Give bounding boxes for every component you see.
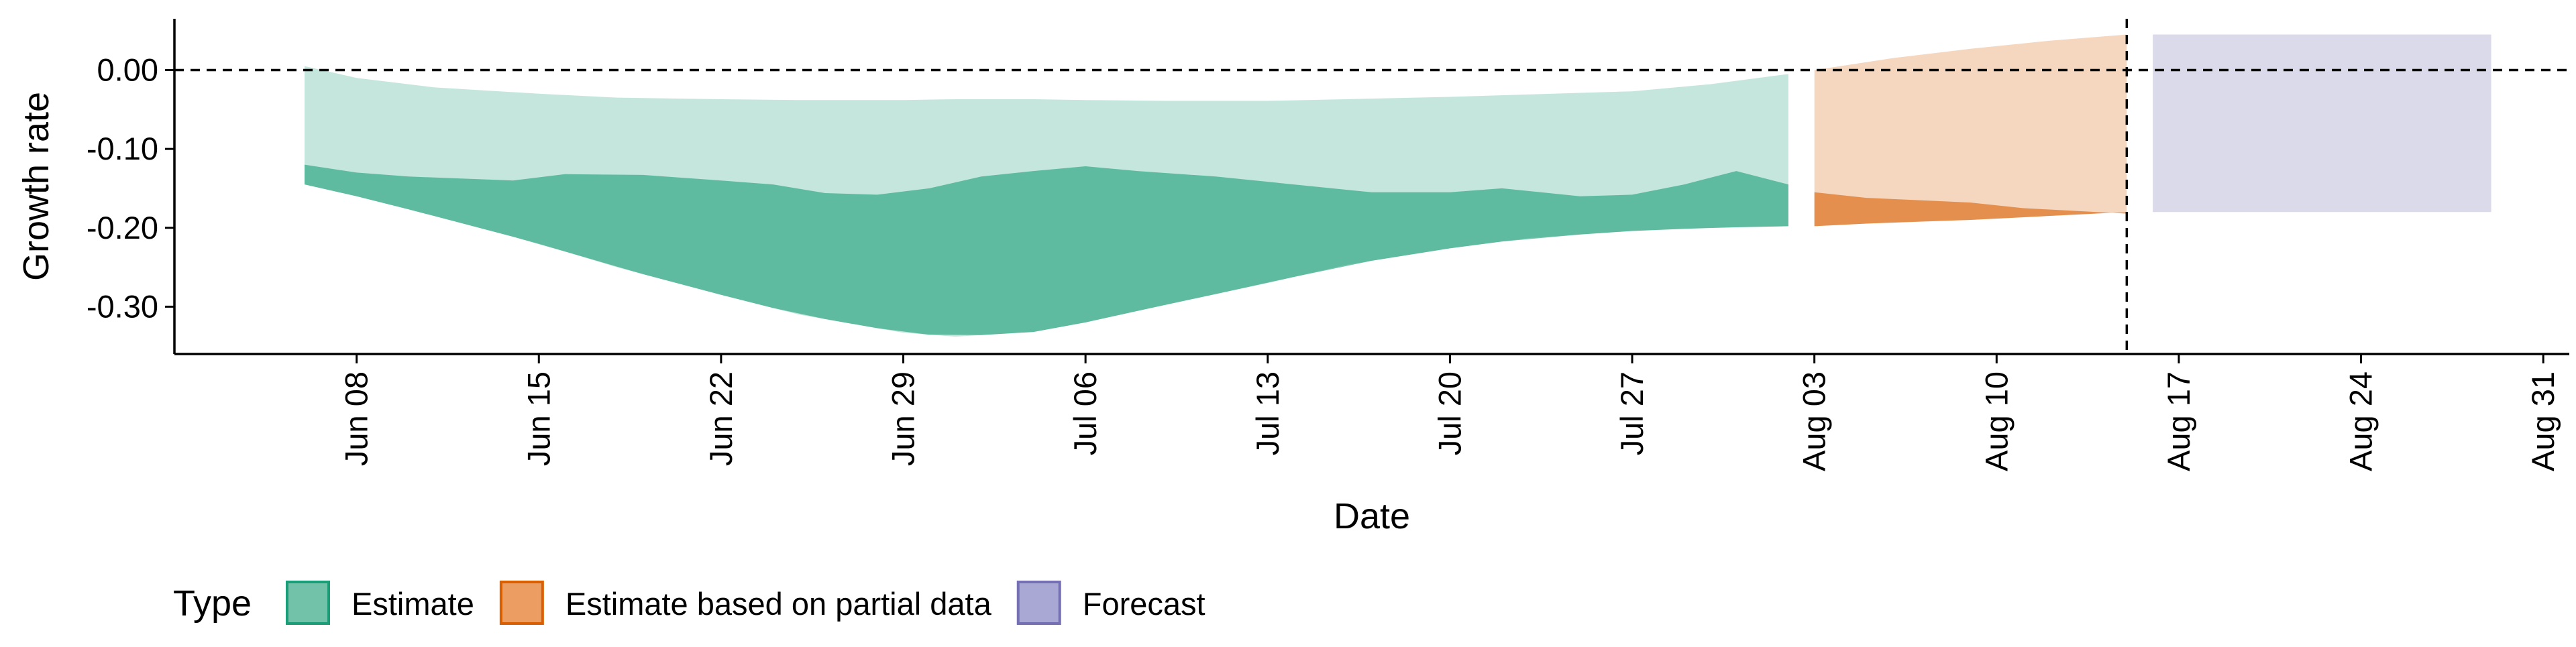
legend-title: Type (173, 583, 252, 624)
x-tick-label: Aug 03 (1796, 371, 1832, 471)
x-axis-title: Date (1334, 496, 1410, 536)
x-tick-label: Jun 29 (885, 371, 921, 466)
legend-label-1: Estimate (352, 586, 474, 622)
forecast-band (2153, 34, 2491, 213)
ticks-layer: 0.00 -0.10 -0.20 -0.30 Jun 08 Jun 15 Jun 22 Jun… (87, 52, 2561, 471)
x-tick-label: Aug 24 (2343, 371, 2379, 471)
x-tick-label: Jul 27 (1614, 371, 1650, 455)
x-tick-label: Jul 13 (1250, 371, 1285, 455)
y-tick-label: 0.00 (97, 52, 158, 87)
reference-lines-layer (174, 19, 2569, 354)
estimate-based-on-partial-data-outer-band (1814, 34, 2127, 227)
axes-layer (173, 19, 2569, 355)
legend: Type Estimate Estimate based on partial d… (173, 581, 1205, 625)
x-tick-label: Jul 06 (1067, 371, 1103, 455)
x-tick-label: Jul 20 (1432, 371, 1467, 455)
x-tick-label: Aug 17 (2161, 371, 2196, 471)
estimate-based-on-partial-data-inner-band (1814, 192, 2127, 227)
y-tick-label: -0.30 (87, 288, 158, 324)
x-tick-label: Aug 31 (2525, 371, 2561, 471)
x-tick-label: Aug 10 (1978, 371, 2014, 471)
x-tick-label: Jun 08 (339, 371, 374, 466)
bands-layer (305, 34, 2491, 337)
y-tick-label: -0.20 (87, 210, 158, 245)
legend-key-3 (1016, 581, 1061, 625)
x-tick-label: Jun 15 (521, 371, 556, 466)
y-tick-label: -0.10 (87, 131, 158, 166)
y-axis-title: Growth rate (16, 92, 56, 281)
legend-label-2: Estimate based on partial data (566, 586, 992, 622)
x-tick-label: Jun 22 (703, 371, 739, 466)
legend-key-2 (499, 581, 544, 625)
estimate-inner-band (305, 164, 1788, 335)
legend-label-3: Forecast (1083, 586, 1205, 622)
legend-key-1 (286, 581, 330, 625)
